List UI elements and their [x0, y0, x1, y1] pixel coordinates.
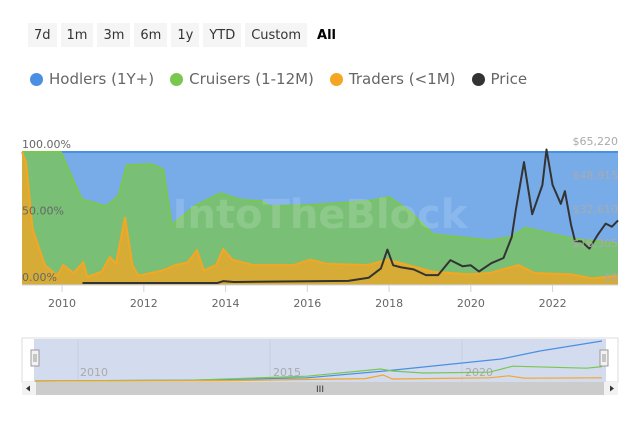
y-left-tick-label: 100.00% [22, 138, 71, 151]
area-line-traders [21, 151, 619, 280]
x-tick-label: 2010 [48, 297, 76, 310]
area-traders [22, 152, 618, 285]
x-tick-label: 2020 [457, 297, 485, 310]
legend-item[interactable]: Cruisers (1-12M) [170, 70, 314, 88]
legend-dot-icon [471, 72, 485, 86]
navigator-label: 2010 [80, 366, 108, 379]
navigator-label: 2015 [273, 366, 301, 379]
y-left-tick-label: 50.00% [22, 205, 64, 218]
x-tick-label: 2014 [212, 297, 240, 310]
legend-label: Hodlers (1Y+) [49, 70, 155, 88]
range-button-6m[interactable]: 6m [134, 23, 168, 47]
scrollbar-thumb[interactable] [36, 382, 604, 395]
legend-item[interactable]: Traders (<1M) [329, 70, 456, 88]
y-right-tick-label: $16,305 [573, 237, 619, 250]
range-selector: 7d 1m 3m 6m 1y YTD Custom All [28, 23, 343, 47]
legend-dot-icon [30, 72, 43, 86]
watermark: IntoTheBlock [173, 192, 469, 238]
range-button-custom[interactable]: Custom [245, 23, 308, 47]
price-line [82, 148, 619, 284]
x-tick-label: 2016 [293, 297, 321, 310]
scrollbar-grip: III [316, 385, 324, 395]
legend-item[interactable]: Price [471, 70, 528, 88]
range-button-1y[interactable]: 1y [171, 23, 200, 47]
y-right-tick-label: $65,220 [573, 135, 619, 148]
range-button-all[interactable]: All [311, 23, 343, 47]
range-button-3m[interactable]: 3m [97, 23, 131, 47]
x-tick-label: 2012 [130, 297, 158, 310]
area-cruisers [22, 152, 618, 285]
range-button-ytd[interactable]: YTD [203, 23, 242, 47]
range-button-7d[interactable]: 7d [28, 23, 57, 47]
legend-dot-icon [170, 72, 184, 86]
navigator-series-line [35, 365, 603, 382]
scroll-right-arrow-icon[interactable] [610, 385, 614, 392]
legend-label: Traders (<1M) [348, 70, 456, 88]
legend-dot-icon [329, 72, 343, 86]
y-right-tick-label: $32,610 [573, 203, 619, 216]
legend-item[interactable]: Hodlers (1Y+) [30, 70, 154, 88]
range-button-1m[interactable]: 1m [60, 23, 94, 47]
legend-label: Cruisers (1-12M) [189, 70, 314, 88]
x-tick-label: 2022 [539, 297, 567, 310]
x-tick-label: 2018 [375, 297, 403, 310]
scrollbar[interactable]: III [22, 382, 618, 395]
y-right-tick-label: $48,915 [573, 169, 619, 182]
scroll-left-arrow-icon[interactable] [26, 385, 30, 392]
y-right-tick-label: $0 [604, 271, 618, 284]
legend: Hodlers (1Y+) Cruisers (1-12M) Traders (<1… [30, 70, 527, 88]
navigator-handle-left[interactable] [30, 349, 40, 367]
legend-label: Price [490, 70, 528, 88]
y-left-tick-label: 0.00% [22, 271, 57, 284]
area-line-cruisers [22, 151, 619, 245]
navigator[interactable]: 2010 2015 2020 [21, 337, 619, 383]
navigator-selection[interactable] [34, 339, 606, 382]
navigator-handle-right[interactable] [599, 349, 609, 367]
navigator-series-line [35, 374, 603, 382]
